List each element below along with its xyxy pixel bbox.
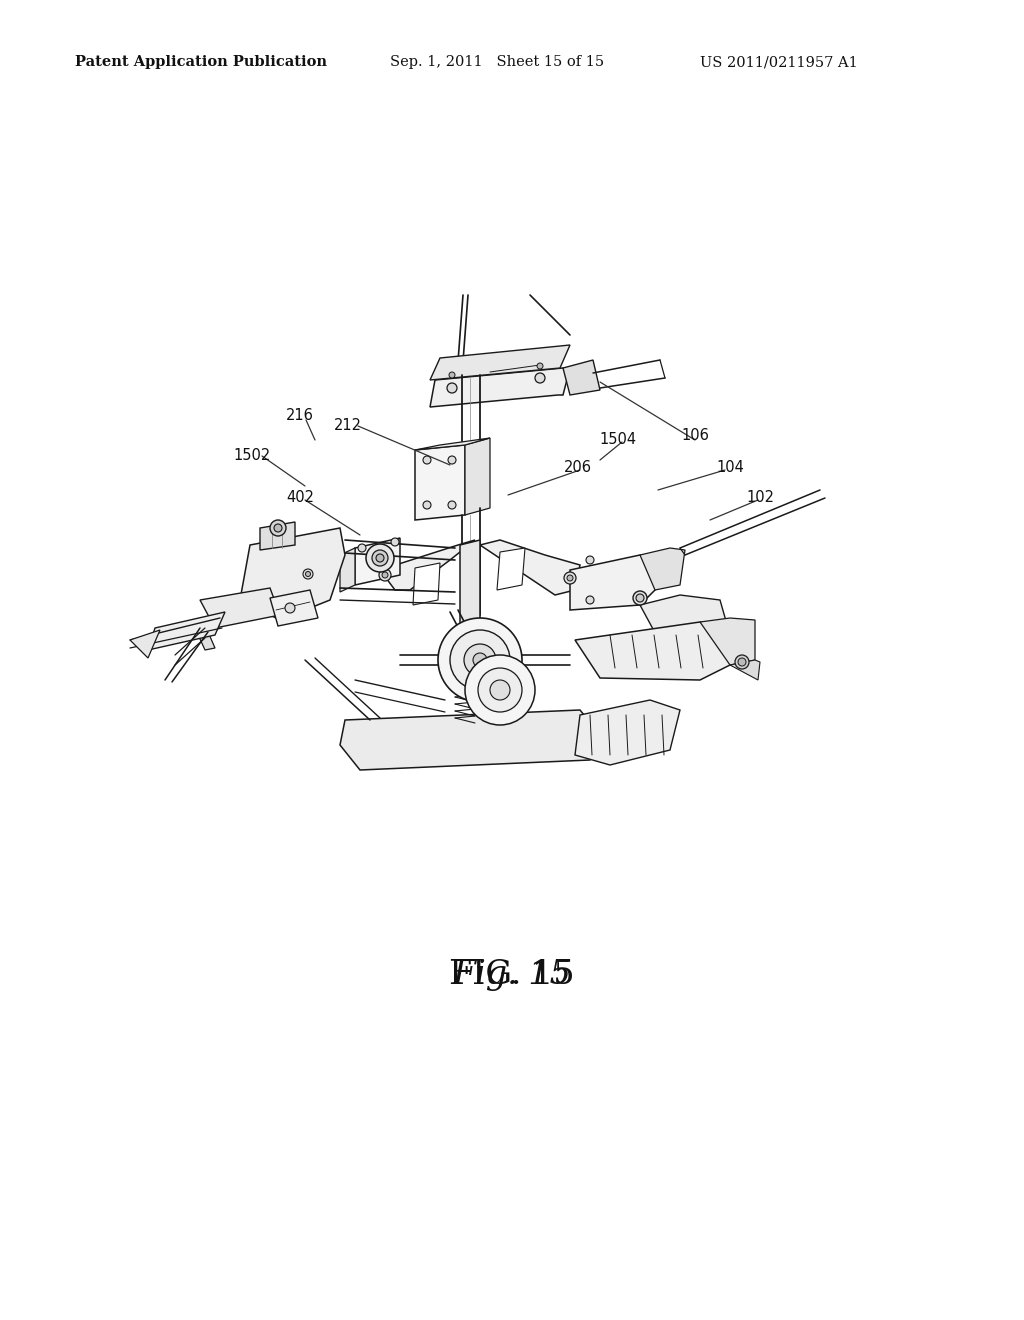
- Circle shape: [447, 383, 457, 393]
- Polygon shape: [460, 540, 480, 645]
- Text: Sep. 1, 2011   Sheet 15 of 15: Sep. 1, 2011 Sheet 15 of 15: [390, 55, 604, 69]
- Circle shape: [372, 550, 388, 566]
- Circle shape: [449, 502, 456, 510]
- Polygon shape: [700, 618, 755, 665]
- Circle shape: [535, 374, 545, 383]
- Polygon shape: [415, 438, 490, 450]
- Text: Patent Application Publication: Patent Application Publication: [75, 55, 327, 69]
- Text: 216: 216: [286, 408, 314, 422]
- Circle shape: [735, 655, 749, 669]
- Text: US 2011/0211957 A1: US 2011/0211957 A1: [700, 55, 858, 69]
- Polygon shape: [148, 612, 225, 649]
- Circle shape: [376, 554, 384, 562]
- Polygon shape: [480, 540, 580, 595]
- Polygon shape: [270, 590, 318, 626]
- Polygon shape: [640, 548, 685, 590]
- Polygon shape: [575, 700, 680, 766]
- Circle shape: [449, 372, 455, 378]
- Circle shape: [305, 572, 310, 577]
- Circle shape: [537, 363, 543, 370]
- Circle shape: [633, 591, 647, 605]
- Polygon shape: [195, 624, 215, 649]
- Text: 104: 104: [716, 461, 744, 475]
- Polygon shape: [340, 710, 600, 770]
- Circle shape: [567, 576, 573, 581]
- Text: 102: 102: [746, 491, 774, 506]
- Text: Fig. 15: Fig. 15: [453, 960, 571, 991]
- Text: 106: 106: [681, 428, 709, 442]
- Circle shape: [358, 544, 366, 552]
- Polygon shape: [430, 368, 570, 407]
- Polygon shape: [570, 554, 655, 610]
- Circle shape: [270, 520, 286, 536]
- Text: FIG. 15: FIG. 15: [450, 960, 574, 991]
- Circle shape: [423, 502, 431, 510]
- Polygon shape: [380, 540, 475, 590]
- Text: 1502: 1502: [233, 447, 270, 462]
- Circle shape: [465, 655, 535, 725]
- Circle shape: [382, 572, 388, 578]
- Circle shape: [438, 618, 522, 702]
- Polygon shape: [575, 622, 730, 680]
- Circle shape: [303, 569, 313, 579]
- Circle shape: [478, 668, 522, 711]
- Polygon shape: [497, 548, 525, 590]
- Circle shape: [490, 680, 510, 700]
- Circle shape: [423, 455, 431, 465]
- Polygon shape: [465, 438, 490, 515]
- Circle shape: [391, 539, 399, 546]
- Circle shape: [586, 556, 594, 564]
- Polygon shape: [640, 595, 730, 645]
- Circle shape: [379, 569, 391, 581]
- Text: 1504: 1504: [599, 433, 637, 447]
- Polygon shape: [240, 528, 345, 620]
- Polygon shape: [130, 630, 160, 657]
- Polygon shape: [260, 521, 295, 550]
- Circle shape: [449, 455, 456, 465]
- Circle shape: [738, 657, 746, 667]
- Circle shape: [464, 644, 496, 676]
- Text: 206: 206: [564, 461, 592, 475]
- Circle shape: [450, 630, 510, 690]
- Circle shape: [636, 594, 644, 602]
- Circle shape: [366, 544, 394, 572]
- Polygon shape: [355, 539, 400, 585]
- Polygon shape: [200, 587, 280, 628]
- Circle shape: [473, 653, 487, 667]
- Circle shape: [274, 524, 282, 532]
- Circle shape: [285, 603, 295, 612]
- Polygon shape: [415, 445, 465, 520]
- Circle shape: [564, 572, 575, 583]
- Polygon shape: [413, 564, 440, 605]
- Polygon shape: [430, 345, 570, 380]
- Text: 212: 212: [334, 417, 362, 433]
- Polygon shape: [730, 660, 760, 680]
- Polygon shape: [340, 548, 355, 591]
- Circle shape: [586, 597, 594, 605]
- Text: 402: 402: [286, 491, 314, 506]
- Polygon shape: [563, 360, 600, 395]
